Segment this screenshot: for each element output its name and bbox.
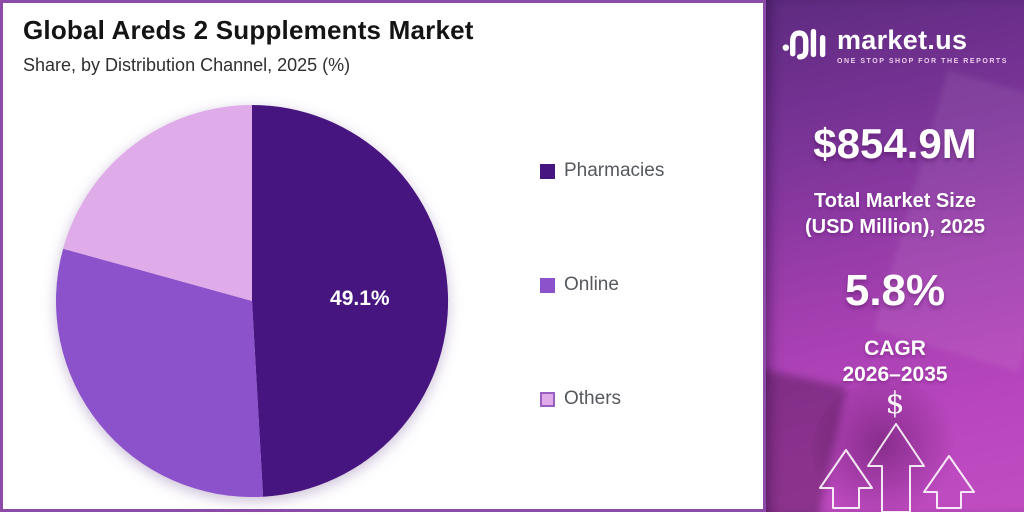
legend-item-pharmacies: Pharmacies <box>540 160 664 182</box>
page-subtitle: Share, by Distribution Channel, 2025 (%) <box>23 55 351 75</box>
info-panel: market.us ONE STOP SHOP FOR THE REPORTS … <box>766 0 1024 512</box>
market-size-label: Total Market Size (USD Million), 2025 <box>766 188 1024 240</box>
legend-item-others: Others <box>540 388 621 410</box>
cagr-label: CAGR 2026–2035 <box>766 336 1024 389</box>
brand-name: market.us <box>837 24 968 55</box>
cagr-label-line1: CAGR <box>864 337 926 360</box>
background-photo-shape <box>812 380 962 512</box>
brand-logo: market.us ONE STOP SHOP FOR THE REPORTS <box>766 24 1024 67</box>
dollar-icon: $ <box>885 386 905 421</box>
up-arrow-icon <box>867 423 925 512</box>
cagr-value: 5.8% <box>844 266 946 315</box>
chart-panel: Global Areds 2 Supplements Market Share,… <box>0 0 766 512</box>
legend-item-online: Online <box>540 274 619 296</box>
legend-label: Pharmacies <box>564 160 665 181</box>
cagr-label-line2: 2026–2035 <box>842 363 948 387</box>
brand-tagline: ONE STOP SHOP FOR THE REPORTS <box>837 57 1008 65</box>
chart-legend: Pharmacies Online Others <box>540 3 755 515</box>
legend-marker <box>540 277 555 293</box>
legend-marker <box>540 391 555 407</box>
legend-label: Online <box>564 274 619 295</box>
market-size-label-line2: (USD Million), 2025 <box>804 216 986 238</box>
legend-label: Others <box>564 388 622 409</box>
pie-slice-pharmacies <box>252 104 449 497</box>
growth-arrows-icon <box>819 423 975 512</box>
page-title: Global Areds 2 Supplements Market <box>23 15 474 45</box>
pie-slice-label: 49.1% <box>330 287 390 310</box>
up-arrow-icon <box>923 455 975 509</box>
pie-slice-online <box>55 248 264 498</box>
legend-marker <box>540 163 555 179</box>
market-size-label-line1: Total Market Size <box>814 190 976 212</box>
marketus-logo-icon <box>782 24 828 67</box>
up-arrow-icon <box>819 449 873 509</box>
market-size-value: $854.9M <box>813 120 977 167</box>
pie-slice-others <box>63 105 252 301</box>
pie-chart-area: 49.1% <box>55 104 449 498</box>
pie-chart: 49.1% <box>55 104 449 498</box>
